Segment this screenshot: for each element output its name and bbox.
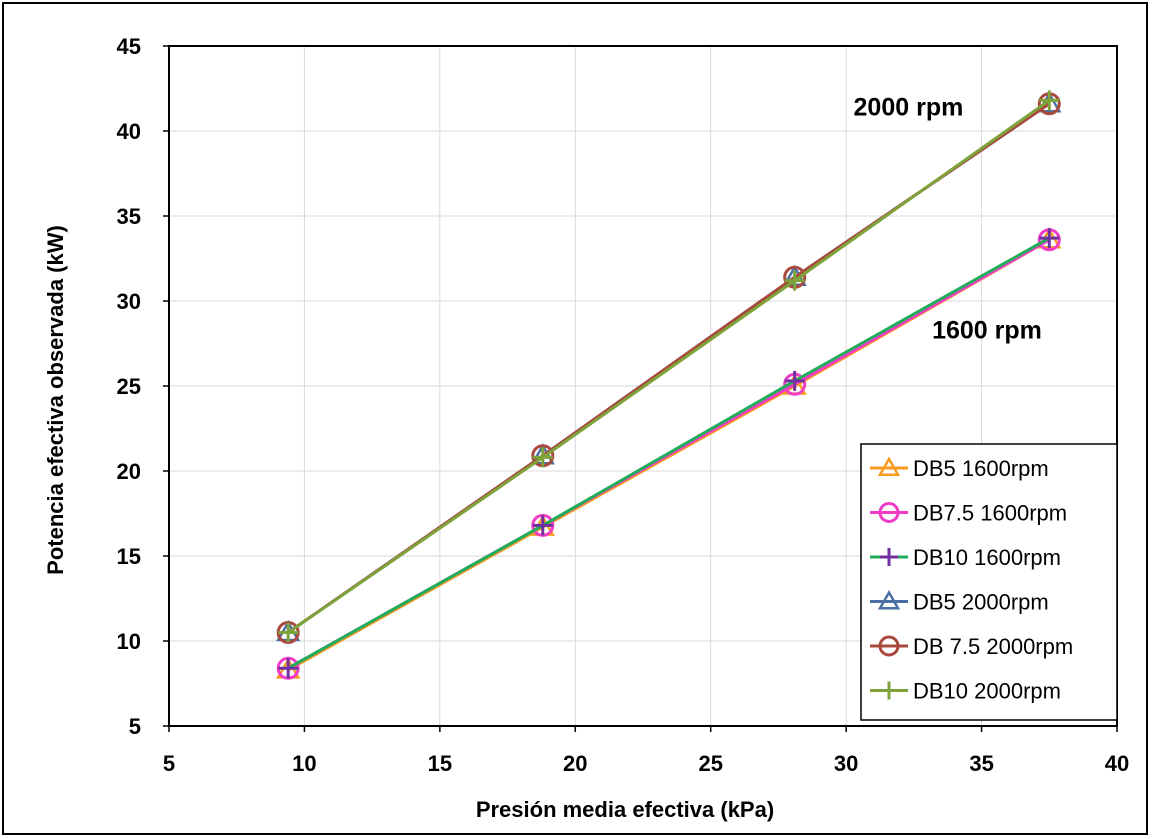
legend-marker <box>878 635 900 657</box>
annotation-label: 1600 rpm <box>932 316 1042 344</box>
data-point <box>784 370 805 391</box>
legend-label: DB10 2000rpm <box>913 679 1061 704</box>
x-axis-ticks: 5 10 15 20 25 30 35 40 <box>163 726 1129 776</box>
legend-label: DB10 1600rpm <box>913 545 1061 570</box>
legend-label: DB5 1600rpm <box>913 456 1049 481</box>
data-point <box>278 658 299 679</box>
series-line <box>287 99 1051 634</box>
x-tick-label: 15 <box>428 751 452 776</box>
x-tick-label: 30 <box>834 751 858 776</box>
legend-marker <box>877 456 901 476</box>
legend-entry: DB 7.5 2000rpm <box>870 634 1073 659</box>
y-tick-label: 10 <box>117 629 141 654</box>
legend-entry: DB10 2000rpm <box>870 679 1061 704</box>
data-point <box>532 515 553 536</box>
data-point <box>784 270 805 291</box>
data-point <box>278 622 299 643</box>
y-axis-ticks: 5 10 15 20 25 30 35 40 45 <box>117 34 169 739</box>
x-tick-label: 10 <box>292 751 316 776</box>
y-tick-label: 35 <box>117 204 141 229</box>
y-tick-label: 20 <box>117 459 141 484</box>
legend-label: DB7.5 1600rpm <box>913 501 1067 526</box>
legend-entry: DB5 2000rpm <box>870 590 1049 615</box>
legend-entry: DB5 1600rpm <box>870 456 1049 481</box>
legend: DB5 1600rpm DB7.5 1600rpm DB10 1600rpm DB5 … <box>860 443 1118 721</box>
y-axis-title: Potencia efectiva observada (kW) <box>43 225 68 575</box>
x-tick-label: 40 <box>1105 751 1129 776</box>
annotations: 2000 rpm 1600 rpm <box>854 94 1042 345</box>
data-point <box>1039 90 1060 111</box>
legend-entry: DB7.5 1600rpm <box>870 501 1067 526</box>
series-layer <box>276 90 1062 680</box>
x-tick-label: 25 <box>698 751 722 776</box>
annotation-label: 2000 rpm <box>854 94 964 122</box>
legend-label: DB 7.5 2000rpm <box>913 634 1073 659</box>
series-3 <box>278 228 1060 679</box>
data-point <box>532 447 553 468</box>
y-tick-label: 30 <box>117 289 141 314</box>
y-tick-label: 5 <box>129 714 141 739</box>
series-6 <box>278 90 1060 643</box>
y-tick-label: 45 <box>117 34 141 59</box>
x-tick-label: 35 <box>969 751 993 776</box>
x-tick-label: 20 <box>563 751 587 776</box>
legend-marker <box>877 589 901 610</box>
legend-marker <box>880 681 898 700</box>
legend-marker <box>880 548 898 566</box>
y-tick-label: 15 <box>117 544 141 569</box>
legend-box <box>860 443 1118 721</box>
series-line <box>287 236 1051 670</box>
legend-entry: DB10 1600rpm <box>870 545 1061 570</box>
x-axis-title: Presión media efectiva (kPa) <box>476 797 774 822</box>
y-tick-label: 25 <box>117 374 141 399</box>
legend-label: DB5 2000rpm <box>913 590 1049 615</box>
legend-marker <box>878 502 900 523</box>
x-tick-label: 5 <box>163 751 175 776</box>
y-tick-label: 40 <box>117 119 141 144</box>
data-point <box>1039 228 1060 249</box>
